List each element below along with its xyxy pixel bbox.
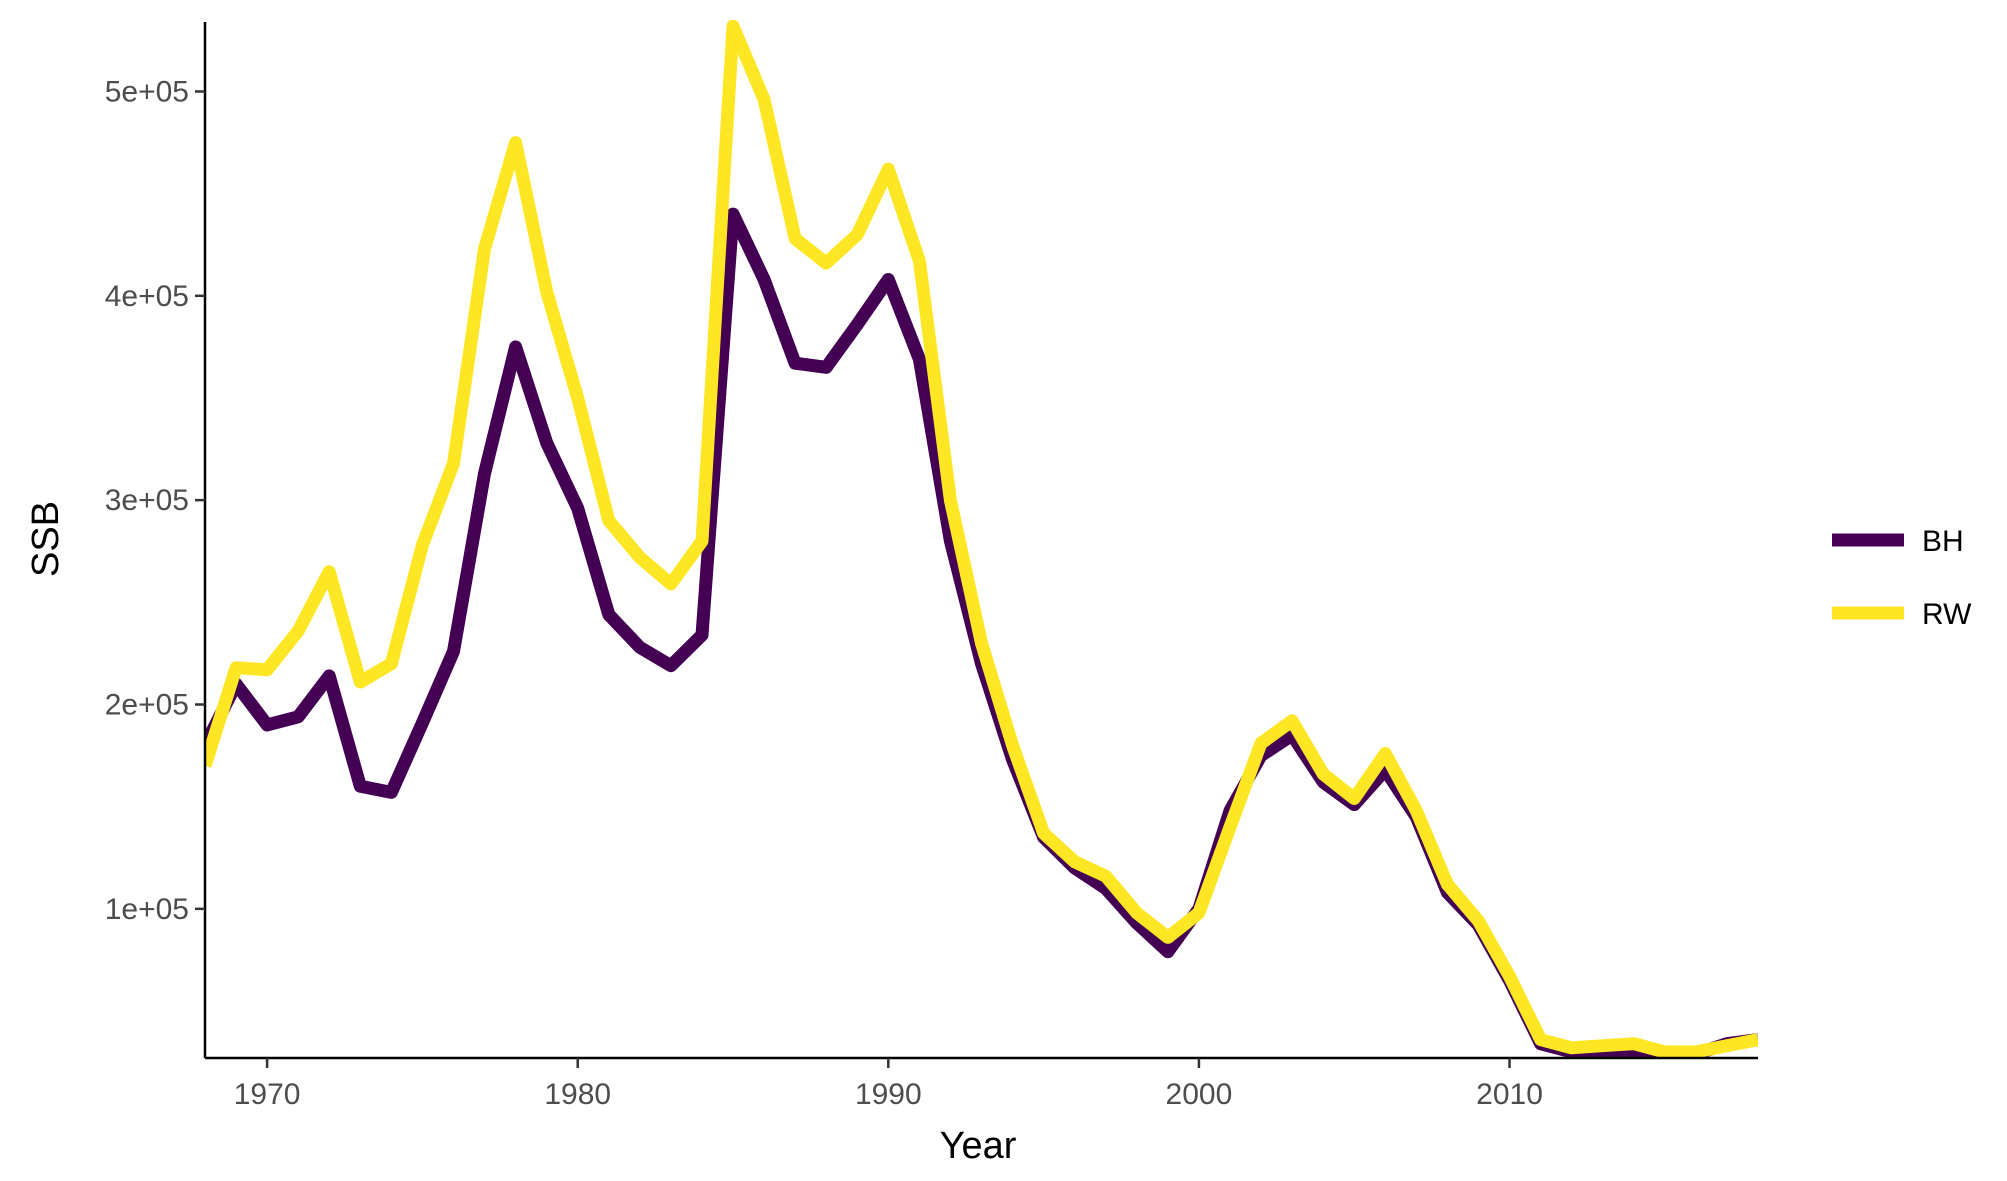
x-axis-ticks: 1970 1980 1990 2000 2010 (234, 1058, 1543, 1111)
y-axis-title: SSB (25, 501, 67, 577)
y-tick-label: 1e+05 (105, 893, 189, 926)
y-tick-label: 5e+05 (105, 75, 189, 108)
x-tick-label: 2000 (1166, 1078, 1233, 1111)
x-tick-label: 2010 (1476, 1078, 1543, 1111)
y-tick-label: 3e+05 (105, 484, 189, 517)
x-tick-label: 1970 (234, 1078, 301, 1111)
series-group (205, 20, 1758, 1058)
y-axis-ticks: 1e+05 2e+05 3e+05 4e+05 5e+05 (105, 75, 205, 926)
legend: BH RW (1832, 525, 1972, 631)
legend-label-rw: RW (1922, 598, 1972, 631)
plot-panel: 1970 1980 1990 2000 2010 1e+05 2e+05 3e+05 4e+0… (105, 20, 1758, 1111)
y-tick-label: 2e+05 (105, 688, 189, 721)
legend-item-bh: BH (1832, 525, 1964, 558)
legend-item-rw: RW (1832, 598, 1972, 631)
legend-label-bh: BH (1922, 525, 1964, 558)
x-tick-label: 1980 (544, 1078, 611, 1111)
x-tick-label: 1990 (855, 1078, 922, 1111)
y-tick-label: 4e+05 (105, 280, 189, 313)
x-axis-title: Year (940, 1125, 1017, 1167)
series-line-rw (205, 20, 1758, 1058)
